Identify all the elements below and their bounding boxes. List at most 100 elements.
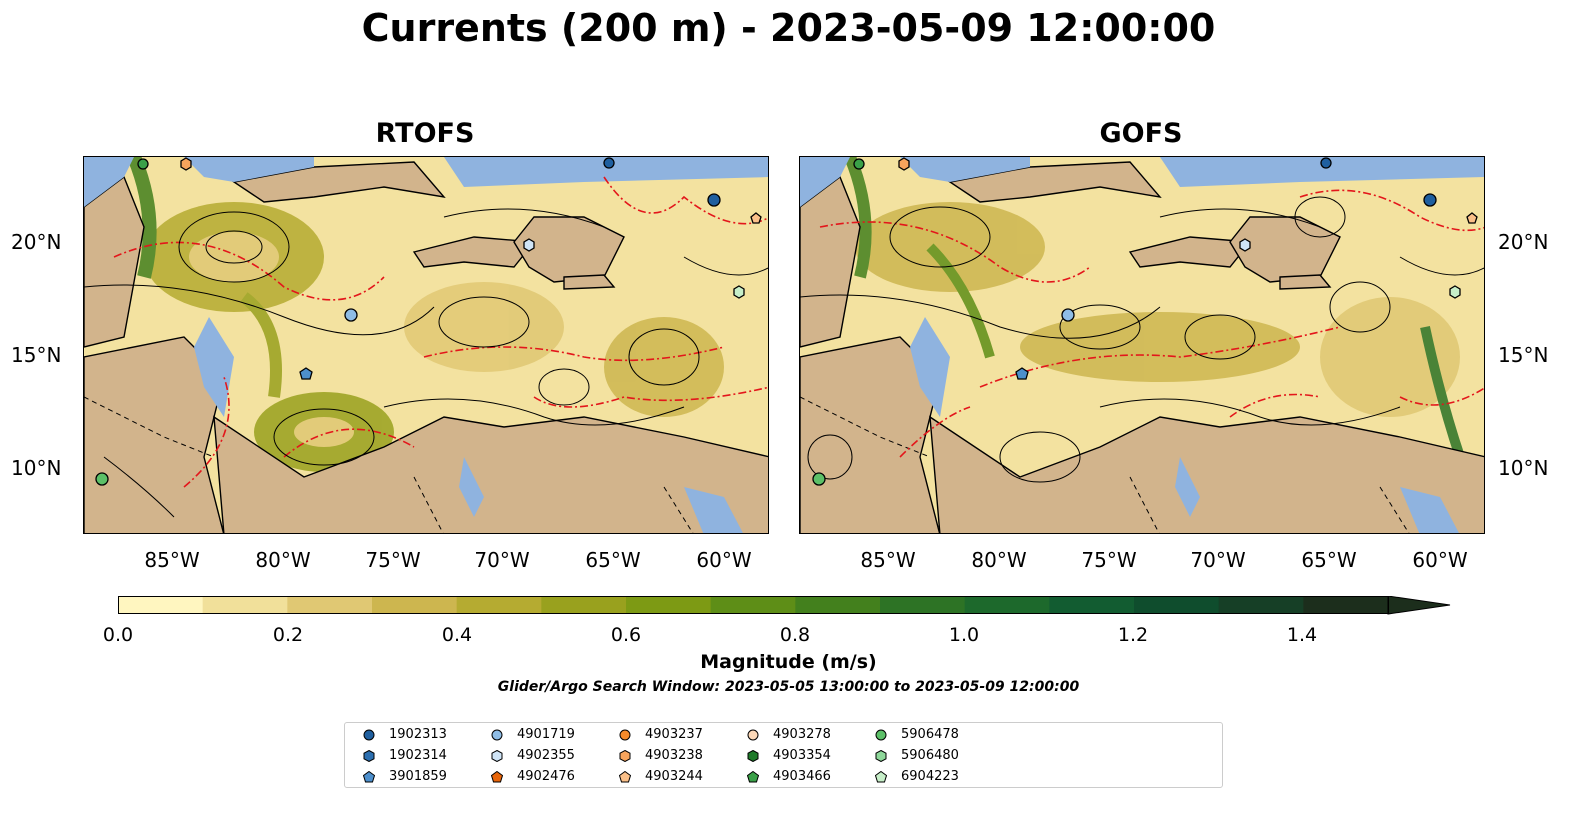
xtick-left-60w: 60°W [696, 548, 752, 572]
ytick-right-20n: 20°N [1498, 230, 1549, 254]
map-rtofs [83, 156, 769, 534]
legend-pentagon-marker-icon [875, 770, 887, 782]
ytick-left-10n: 10°N [11, 456, 62, 480]
shallow-water [800, 157, 1484, 533]
platform-markers [812, 157, 1478, 486]
colorbar-segment [202, 596, 288, 614]
legend-item-label: 4901719 [517, 727, 575, 742]
eez-boundaries [800, 396, 1410, 533]
colorbar-segment [118, 596, 204, 614]
legend-item-label: 5906480 [901, 748, 959, 763]
colorbar-segment [541, 596, 627, 614]
legend-item-label: 4902355 [517, 748, 575, 763]
legend-hexagon-marker-icon [875, 749, 887, 762]
xtick-right-85w: 85°W [860, 548, 916, 572]
legend-pentagon-marker-icon [363, 770, 375, 782]
legend-item: 1902314 [363, 748, 447, 763]
xtick-right-65w: 65°W [1301, 548, 1357, 572]
ytick-left-15n: 15°N [11, 343, 62, 367]
streamlines [84, 208, 768, 518]
colorbar-tick-1-0: 1.0 [948, 624, 980, 646]
figure-title: Currents (200 m) - 2023-05-09 12:00:00 [361, 6, 1216, 50]
colorbar-extend-arrow [1387, 595, 1451, 615]
map-gofs [799, 156, 1485, 534]
xtick-right-70w: 70°W [1190, 548, 1246, 572]
legend-circle-marker-icon [491, 729, 503, 740]
legend-circle-marker-icon [619, 729, 631, 740]
xtick-left-80w: 80°W [255, 548, 311, 572]
colorbar-tick-1-4: 1.4 [1286, 624, 1318, 646]
legend-item: 4903244 [619, 769, 703, 784]
ocean-fronts [819, 189, 1484, 458]
legend-item-label: 4903237 [645, 727, 703, 742]
xtick-right-75w: 75°W [1081, 548, 1137, 572]
xtick-right-80w: 80°W [971, 548, 1027, 572]
legend-item-label: 4902476 [517, 769, 575, 784]
legend-pentagon-marker-icon [491, 770, 503, 782]
shallow-water [84, 157, 768, 533]
legend-item: 1902313 [363, 727, 447, 742]
legend-hexagon-marker-icon [363, 749, 375, 762]
colorbar-segment [456, 596, 542, 614]
ocean-fronts [113, 176, 768, 488]
legend-item: 3901859 [363, 769, 447, 784]
legend: 1902313 1902314 3901859 4901719 4902355 49024… [344, 722, 1223, 788]
ytick-right-15n: 15°N [1498, 343, 1549, 367]
panel-title-rtofs: RTOFS [375, 118, 475, 149]
xtick-left-85w: 85°W [144, 548, 200, 572]
search-window-text: Glider/Argo Search Window: 2023-05-05 13… [497, 679, 1080, 695]
legend-hexagon-marker-icon [491, 749, 503, 762]
legend-item: 4901719 [491, 727, 575, 742]
colorbar-segment [964, 596, 1050, 614]
legend-item-label: 4903354 [773, 748, 831, 763]
colorbar-segment [1303, 596, 1389, 614]
colorbar-tick-0-6: 0.6 [610, 624, 642, 646]
legend-item-label: 4903244 [645, 769, 703, 784]
legend-item-label: 4903238 [645, 748, 703, 763]
legend-hexagon-marker-icon [619, 749, 631, 762]
legend-item-label: 1902314 [389, 748, 447, 763]
colorbar [118, 595, 1453, 622]
map-rtofs-canvas [84, 157, 768, 533]
colorbar-segment [626, 596, 712, 614]
panel-title-gofs: GOFS [1099, 118, 1183, 149]
streamlines [800, 196, 1484, 483]
legend-pentagon-marker-icon [747, 770, 759, 782]
legend-item-label: 3901859 [389, 769, 447, 784]
legend-item-label: 6904223 [901, 769, 959, 784]
legend-hexagon-marker-icon [747, 749, 759, 762]
legend-item: 5906480 [875, 748, 959, 763]
xtick-left-70w: 70°W [474, 548, 530, 572]
colorbar-segment [287, 596, 373, 614]
colorbar-tick-1-2: 1.2 [1117, 624, 1149, 646]
colorbar-label: Magnitude (m/s) [700, 651, 877, 673]
legend-item: 5906478 [875, 727, 959, 742]
eez-boundaries [84, 396, 694, 533]
legend-item-label: 5906478 [901, 727, 959, 742]
colorbar-tick-0-4: 0.4 [441, 624, 473, 646]
colorbar-segment [1134, 596, 1220, 614]
land [84, 161, 768, 533]
legend-item: 4902355 [491, 748, 575, 763]
colorbar-segment [710, 596, 796, 614]
colorbar-segment [795, 596, 881, 614]
legend-circle-marker-icon [747, 729, 759, 740]
xtick-left-75w: 75°W [365, 548, 421, 572]
current-speed-shading [844, 157, 1465, 459]
ytick-left-20n: 20°N [11, 230, 62, 254]
platform-markers [95, 157, 762, 486]
legend-item: 4903466 [747, 769, 831, 784]
colorbar-outline [118, 596, 1389, 614]
legend-item: 6904223 [875, 769, 959, 784]
legend-pentagon-marker-icon [619, 770, 631, 782]
legend-item: 4903237 [619, 727, 703, 742]
colorbar-segment [1218, 596, 1304, 614]
colorbar-segment [1049, 596, 1135, 614]
legend-item: 4903354 [747, 748, 831, 763]
land [800, 161, 1484, 533]
xtick-left-65w: 65°W [585, 548, 641, 572]
legend-item: 4902476 [491, 769, 575, 784]
colorbar-tick-0-8: 0.8 [779, 624, 811, 646]
legend-item: 4903278 [747, 727, 831, 742]
legend-item-label: 4903278 [773, 727, 831, 742]
